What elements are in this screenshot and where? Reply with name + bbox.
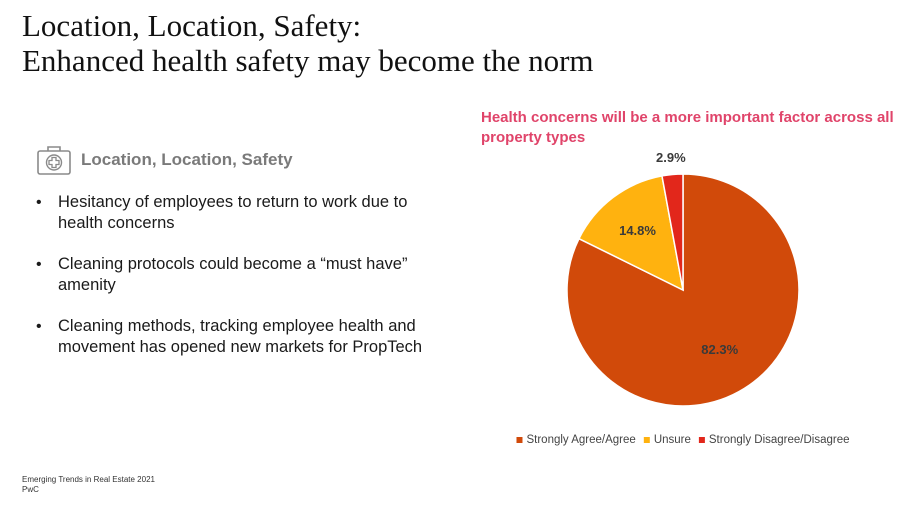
- bullet-item: Cleaning protocols could become a “must …: [36, 254, 426, 296]
- footer-source: Emerging Trends in Real Estate 2021: [22, 475, 155, 484]
- pie-slice-strongly-agree-agree: [566, 173, 800, 407]
- legend-label-unsure: Unsure: [654, 434, 691, 446]
- data-label-strongly-agree-agree: 82.3%: [701, 342, 738, 357]
- legend-swatch-strongly-agree-agree: [516, 437, 523, 443]
- pie-slice-strongly-disagree-disagree: [661, 173, 684, 291]
- medical-kit-icon: [37, 146, 71, 175]
- pie-slice-unsure: [577, 175, 685, 292]
- legend-label-strongly-disagree-disagree: Strongly Disagree/Disagree: [709, 434, 850, 446]
- chart-legend: Strongly Agree/Agree Unsure Strongly Disag…: [516, 434, 850, 446]
- footer-company: PwC: [22, 485, 39, 494]
- data-label-unsure: 14.8%: [619, 223, 656, 238]
- slide-title-line-2: Enhanced health safety may become the no…: [22, 43, 594, 78]
- data-label-strongly-disagree-disagree: 2.9%: [656, 150, 686, 165]
- section-label: Location, Location, Safety: [81, 150, 293, 169]
- pie-chart: 82.3% 14.8% 2.9% Strongly Agree/Agree Unsure…: [516, 150, 850, 446]
- bullet-list: Hesitancy of employees to return to work…: [36, 192, 426, 378]
- legend-swatch-strongly-disagree-disagree: [698, 437, 705, 443]
- bullet-item: Cleaning methods, tracking employee heal…: [36, 316, 426, 358]
- legend-label-strongly-agree-agree: Strongly Agree/Agree: [526, 434, 635, 446]
- legend-swatch-unsure: [643, 437, 650, 443]
- slide-title: Location, Location, Safety: Enhanced hea…: [22, 8, 882, 78]
- chart-title: Health concerns will be a more important…: [481, 109, 894, 146]
- slide-title-line-1: Location, Location, Safety:: [22, 8, 362, 43]
- section-header: Location, Location, Safety: [36, 138, 293, 182]
- bullet-item: Hesitancy of employees to return to work…: [36, 192, 426, 234]
- footer: Emerging Trends in Real Estate 2021 PwC: [22, 475, 155, 495]
